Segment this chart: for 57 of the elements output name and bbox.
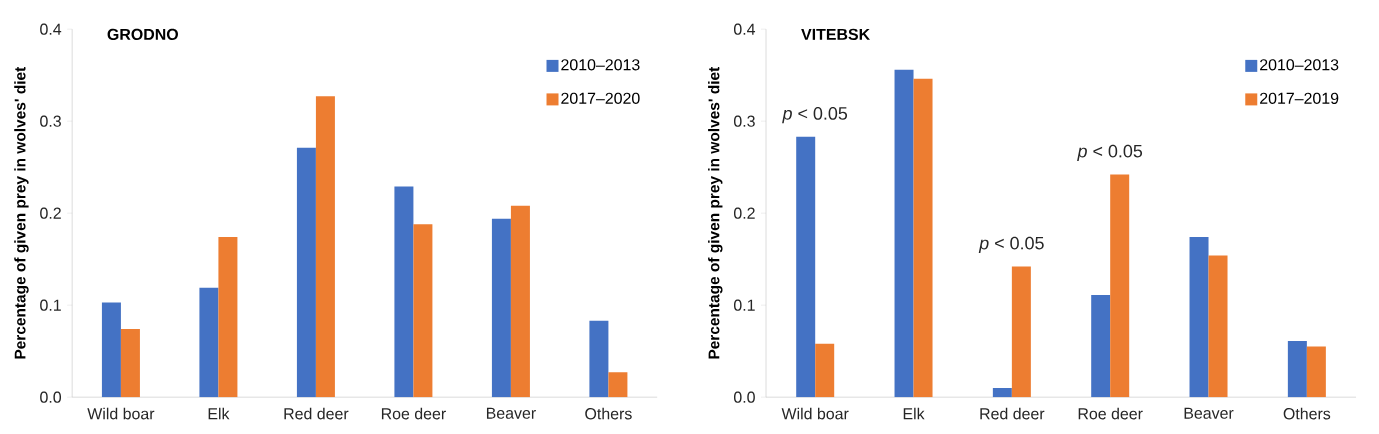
- bar: [992, 387, 1012, 398]
- y-tick-label: 0.4: [40, 23, 62, 35]
- annotation: p < 0.05: [782, 107, 848, 124]
- x-tick-label: Wild boar: [781, 407, 849, 420]
- bar: [218, 237, 238, 398]
- x-tick-label: Wild boar: [87, 407, 155, 420]
- bar: [1208, 255, 1228, 398]
- y-axis-title: Percentage of given prey in wolves' diet: [708, 66, 723, 359]
- bar: [394, 186, 414, 398]
- chart-title: VITEBSK: [801, 28, 870, 41]
- bar: [491, 218, 511, 398]
- y-tick-label: 0.3: [40, 115, 61, 127]
- bar: [510, 205, 530, 398]
- y-tick-label: 0.2: [733, 207, 755, 219]
- bar: [1189, 237, 1209, 398]
- bar: [120, 329, 140, 398]
- y-axis-title: Percentage of given prey in wolves' diet: [14, 66, 29, 359]
- bar: [796, 136, 816, 398]
- bar: [1091, 295, 1111, 398]
- bar: [1011, 266, 1031, 398]
- y-tick-label: 0.1: [40, 299, 61, 311]
- bar: [315, 96, 335, 398]
- chart-title: GRODNO: [107, 28, 178, 41]
- x-tick-label: Roe deer: [381, 407, 446, 420]
- x-tick-label: Beaver: [1184, 407, 1234, 419]
- y-tick-label: 0.0: [40, 391, 62, 403]
- bar: [815, 343, 835, 398]
- y-tick-label: 0.3: [733, 115, 755, 127]
- bar: [199, 287, 219, 398]
- legend-label: 2010–2013: [561, 59, 640, 71]
- bar: [589, 320, 609, 398]
- y-tick-label: 0.0: [733, 391, 755, 403]
- x-tick-label: Red deer: [284, 407, 349, 420]
- legend-label: 2017–2020: [561, 92, 640, 104]
- bar: [413, 224, 433, 398]
- bar: [894, 69, 914, 398]
- y-tick-label: 0.1: [733, 299, 755, 311]
- annotation: p < 0.05: [978, 236, 1044, 254]
- x-tick-label: Elk: [903, 407, 925, 420]
- bar: [608, 372, 628, 398]
- legend-label: 2010–2013: [1260, 59, 1339, 71]
- bar: [101, 302, 121, 398]
- legend-label: 2017–2019: [1260, 92, 1339, 104]
- x-tick-label: Beaver: [486, 407, 536, 419]
- bar: [296, 147, 316, 398]
- x-tick-label: Others: [585, 407, 632, 420]
- y-tick-label: 0.2: [40, 207, 61, 219]
- bar: [1306, 346, 1326, 398]
- x-tick-label: Red deer: [980, 407, 1045, 420]
- x-tick-label: Others: [1283, 407, 1331, 420]
- y-tick-label: 0.4: [733, 23, 756, 35]
- bar: [1110, 174, 1130, 398]
- x-tick-label: Elk: [208, 407, 230, 420]
- annotation: p < 0.05: [1077, 144, 1143, 162]
- bar: [1287, 341, 1307, 398]
- x-tick-label: Roe deer: [1078, 407, 1143, 420]
- bar: [913, 78, 933, 398]
